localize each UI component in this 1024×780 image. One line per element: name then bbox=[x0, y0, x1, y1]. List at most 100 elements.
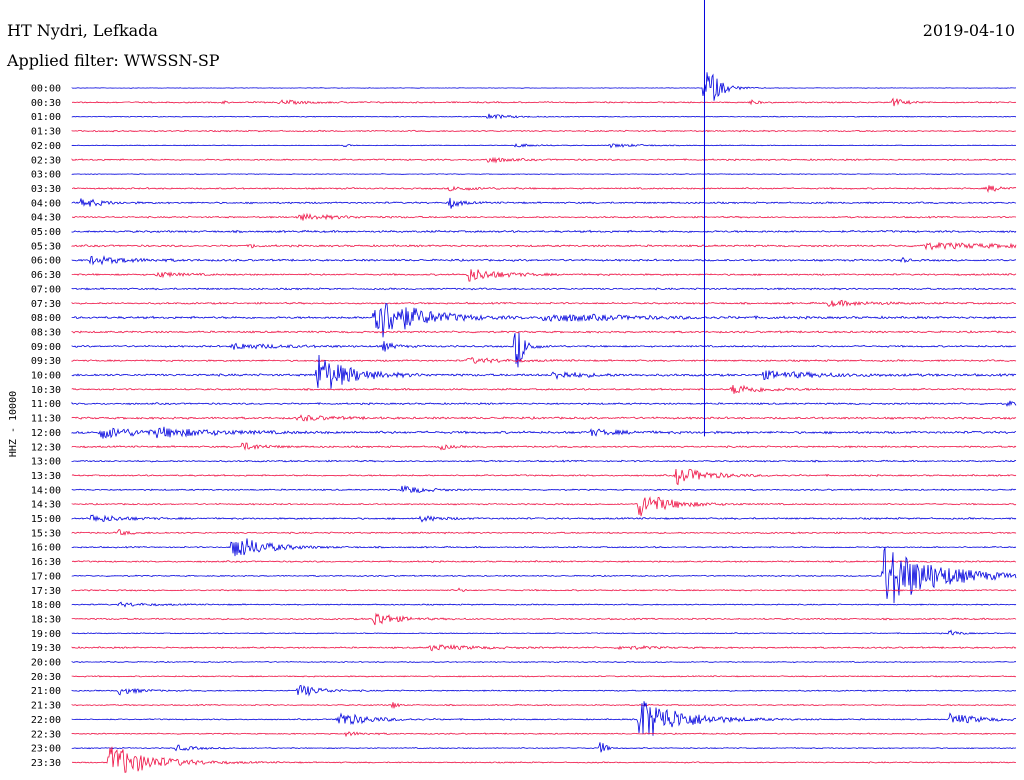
trace-row bbox=[71, 113, 1017, 120]
trace-row bbox=[71, 459, 1017, 463]
time-label: 10:30 bbox=[31, 385, 61, 396]
trace-row bbox=[71, 660, 1017, 664]
time-label: 05:30 bbox=[31, 241, 61, 252]
time-label: 13:00 bbox=[31, 457, 61, 468]
trace-row bbox=[71, 538, 1017, 557]
time-label: 09:30 bbox=[31, 356, 61, 367]
time-label: 01:30 bbox=[31, 127, 61, 138]
trace-row bbox=[71, 731, 1017, 738]
time-label: 00:30 bbox=[31, 98, 61, 109]
time-label: 22:00 bbox=[31, 715, 61, 726]
trace-row bbox=[71, 212, 1017, 221]
trace-row bbox=[71, 426, 1017, 439]
trace-row bbox=[71, 197, 1017, 209]
time-label: 14:30 bbox=[31, 500, 61, 511]
time-label: 19:30 bbox=[31, 643, 61, 654]
trace-row bbox=[71, 354, 1017, 389]
time-label: 01:00 bbox=[31, 112, 61, 123]
trace-row bbox=[71, 173, 1017, 175]
trace-row bbox=[71, 675, 1017, 678]
time-label: 03:00 bbox=[31, 170, 61, 181]
time-label: 08:30 bbox=[31, 327, 61, 338]
time-label: 06:00 bbox=[31, 256, 61, 267]
trace-row bbox=[71, 229, 1017, 234]
trace-row bbox=[71, 72, 1017, 101]
time-label: 18:00 bbox=[31, 600, 61, 611]
filter-label: Applied filter: WWSSN-SP bbox=[6, 51, 220, 70]
trace-row bbox=[71, 299, 1017, 307]
trace-row bbox=[71, 468, 1017, 486]
date-label: 2019-04-10 bbox=[923, 21, 1015, 40]
trace-row bbox=[71, 560, 1017, 563]
time-label: 00:00 bbox=[31, 84, 61, 95]
trace-row bbox=[72, 97, 1017, 107]
trace-row bbox=[71, 644, 1017, 652]
time-label: 22:30 bbox=[31, 729, 61, 740]
channel-axis-label: HHZ - 10000 bbox=[8, 391, 19, 457]
trace-row bbox=[71, 269, 1017, 282]
trace-row bbox=[71, 484, 1017, 494]
trace-row bbox=[71, 330, 1017, 334]
time-label: 20:00 bbox=[31, 658, 61, 669]
time-label: 17:00 bbox=[31, 571, 61, 582]
time-label: 05:00 bbox=[31, 227, 61, 238]
trace-row bbox=[71, 587, 1017, 592]
trace-row bbox=[71, 332, 1017, 368]
trace-row bbox=[71, 612, 1017, 626]
trace-row bbox=[71, 384, 1017, 394]
time-label: 17:30 bbox=[31, 586, 61, 597]
time-label: 19:00 bbox=[31, 629, 61, 640]
time-label: 02:30 bbox=[31, 155, 61, 166]
time-label: 04:30 bbox=[31, 213, 61, 224]
time-label: 08:00 bbox=[31, 313, 61, 324]
trace-row bbox=[71, 547, 1017, 604]
trace-layer bbox=[71, 0, 1017, 773]
time-label: 07:30 bbox=[31, 299, 61, 310]
trace-row bbox=[71, 302, 1017, 338]
time-label: 10:00 bbox=[31, 371, 61, 382]
trace-row bbox=[71, 746, 1016, 773]
time-label: 14:00 bbox=[31, 485, 61, 496]
time-label: 15:00 bbox=[31, 514, 61, 525]
time-label: 12:30 bbox=[31, 442, 61, 453]
time-label: 07:00 bbox=[31, 284, 61, 295]
time-label: 12:00 bbox=[31, 428, 61, 439]
time-label: 02:00 bbox=[31, 141, 61, 152]
station-title: HT Nydri, Lefkada bbox=[7, 21, 158, 40]
trace-row bbox=[71, 629, 1017, 636]
time-label: 03:30 bbox=[31, 184, 61, 195]
time-label: 04:00 bbox=[31, 198, 61, 209]
time-label: 06:30 bbox=[31, 270, 61, 281]
trace-row bbox=[71, 129, 1017, 133]
time-label: 21:00 bbox=[31, 686, 61, 697]
time-label: 20:30 bbox=[31, 672, 61, 683]
time-label-layer: 00:00 00:30 01:00 01:30 02:00 02:30 03:00 03:30… bbox=[31, 84, 61, 769]
trace-row bbox=[71, 357, 1017, 364]
trace-row bbox=[71, 143, 1017, 149]
trace-row bbox=[71, 742, 1017, 753]
time-label: 16:30 bbox=[31, 557, 61, 568]
time-label: 18:30 bbox=[31, 614, 61, 625]
time-label: 11:00 bbox=[31, 399, 61, 410]
time-label: 15:30 bbox=[31, 528, 61, 539]
time-label: 21:30 bbox=[31, 701, 61, 712]
trace-row bbox=[71, 684, 1017, 697]
trace-row bbox=[71, 400, 1017, 407]
time-label: 11:30 bbox=[31, 414, 61, 425]
time-label: 13:30 bbox=[31, 471, 61, 482]
time-label: 23:00 bbox=[31, 744, 61, 755]
trace-row bbox=[71, 185, 1017, 194]
trace-row bbox=[71, 496, 1017, 517]
trace-row bbox=[71, 442, 1017, 451]
trace-row bbox=[71, 702, 1017, 709]
trace-row bbox=[71, 287, 1017, 291]
trace-row bbox=[71, 255, 1016, 266]
trace-row bbox=[71, 156, 1017, 164]
trace-row bbox=[71, 601, 1017, 608]
trace-row bbox=[71, 241, 1017, 251]
time-label: 16:00 bbox=[31, 543, 61, 554]
time-label: 23:30 bbox=[31, 758, 61, 769]
trace-row bbox=[71, 514, 1017, 523]
time-label: 09:00 bbox=[31, 342, 61, 353]
